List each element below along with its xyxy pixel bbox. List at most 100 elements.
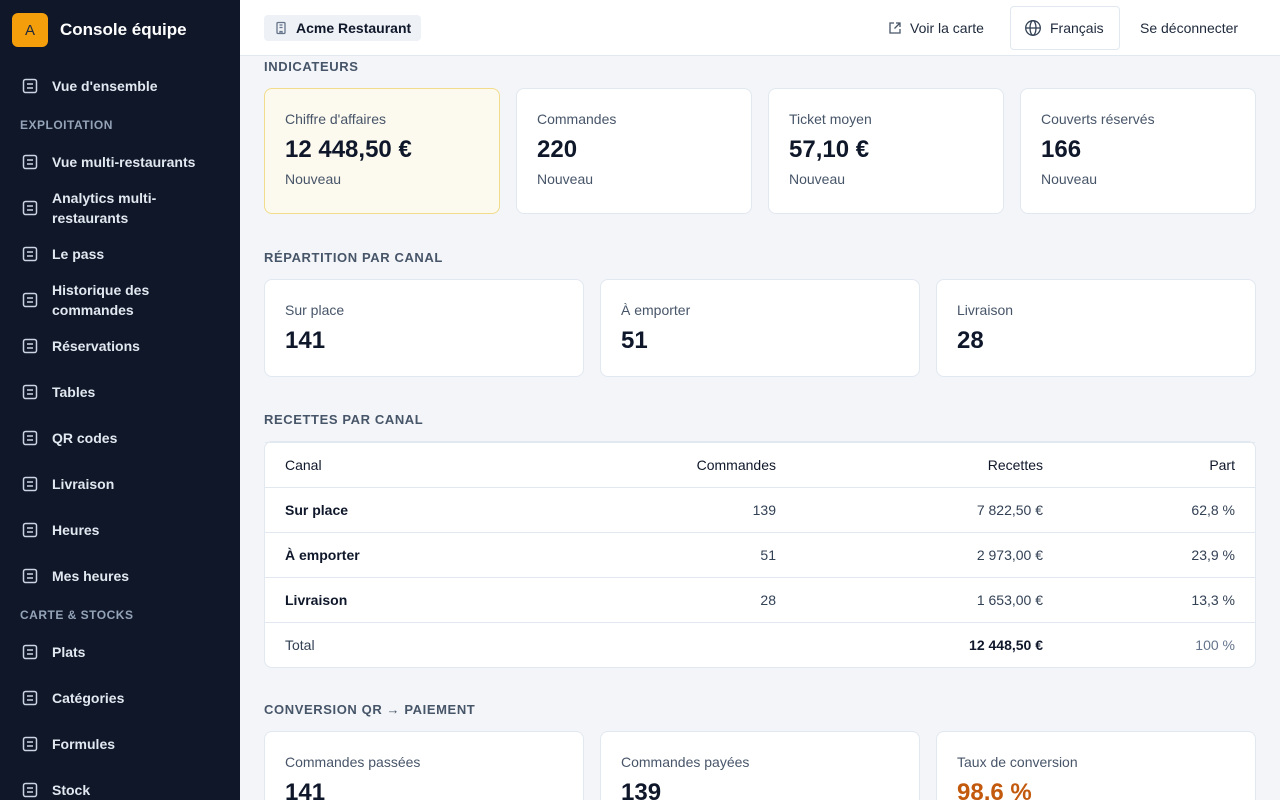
stat-label: Ticket moyen [789, 111, 872, 127]
stat-label: Commandes passées [285, 754, 421, 770]
indicator-cards: Chiffre d'affaires 12 448,50 € Nouveau Comm… [264, 88, 1256, 214]
language-text: Français [1050, 20, 1104, 36]
column-header: Canal [265, 442, 530, 487]
table-cell: 51 [530, 532, 796, 577]
table-cell: Sur place [265, 487, 530, 532]
language-button[interactable]: Français [1010, 6, 1120, 50]
stat-value: 139 [621, 779, 662, 800]
nav-icon [22, 690, 38, 706]
nav-icon [22, 154, 38, 170]
stat-value: 28 [957, 327, 984, 354]
stat-card: Commandes 220 Nouveau [516, 88, 752, 214]
total-row: Total 12 448,50 €100 % [265, 622, 1255, 667]
nav-icon [22, 338, 38, 354]
logout-button[interactable]: Se déconnecter [1140, 6, 1238, 50]
stat-card: Commandes passées 141 [264, 731, 584, 800]
view-menu-text: Voir la carte [910, 20, 984, 36]
stat-note: Nouveau [537, 171, 594, 187]
nav-icon [22, 782, 38, 798]
stat-label: Chiffre d'affaires [285, 111, 386, 127]
nav-item[interactable]: Formules [0, 721, 240, 767]
nav-item[interactable]: Catégories [0, 675, 240, 721]
nav-label: Le pass [52, 246, 105, 262]
nav-label: Réservations [52, 338, 140, 354]
stat-card: Chiffre d'affaires 12 448,50 € Nouveau [264, 88, 500, 214]
stat-value: 51 [621, 327, 648, 354]
stat-value: 57,10 € [789, 136, 870, 163]
total-label: Total [265, 622, 530, 667]
stat-label: À emporter [621, 302, 691, 318]
nav-item[interactable]: Heures [0, 507, 240, 553]
top-bar: Acme Restaurant Voir la carte Français S… [240, 0, 1280, 56]
stat-value: 141 [285, 779, 326, 800]
nav-item[interactable]: Mes heures [0, 553, 240, 599]
total-share: 100 % [1063, 622, 1255, 667]
channel-cards: Sur place 141 À emporter 51 Livraison 28 [264, 279, 1256, 377]
table-row: Sur place 139 7 822,50 €62,8 % [265, 487, 1255, 532]
nav-label: Historique des commandes [52, 282, 150, 318]
table-cell: 2 973,00 € [796, 532, 1063, 577]
logout-text: Se déconnecter [1140, 20, 1239, 36]
nav-label: QR codes [52, 430, 118, 446]
nav-item[interactable]: Vue d'ensemble [0, 63, 240, 109]
table-header: Canal Commandes Recettes Part [265, 442, 1255, 487]
nav-item[interactable]: Réservations [0, 323, 240, 369]
nav: Vue d'ensemble EXPLOITATION Vue multi-rest… [0, 63, 240, 800]
sidebar: A Console équipe Vue d'ensemble EXPLOITAT… [0, 0, 240, 800]
nav-label: Plats [52, 644, 86, 660]
nav-icon [22, 384, 38, 400]
nav-icon [22, 200, 38, 216]
nav-label: Vue multi-restaurants [52, 154, 196, 170]
nav-icon [22, 246, 38, 262]
section-title: RECETTES PAR CANAL [264, 412, 424, 427]
nav-icon [22, 292, 38, 308]
nav-label: Livraison [52, 476, 115, 492]
nav-item[interactable]: Tables [0, 369, 240, 415]
table-cell: Livraison [265, 577, 530, 622]
nav-item[interactable]: Livraison [0, 461, 240, 507]
nav-item[interactable]: QR codes [0, 415, 240, 461]
stat-card: Commandes payées 139 [600, 731, 920, 800]
brand: A Console équipe [12, 13, 187, 47]
stat-card: Taux de conversion 98,6 % [936, 731, 1256, 800]
nav-item[interactable]: Stock [0, 767, 240, 800]
nav-item[interactable]: Historique des commandes [0, 277, 240, 323]
nav-icon [22, 78, 38, 94]
stat-label: Couverts réservés [1041, 111, 1155, 127]
table-cell: 28 [530, 577, 796, 622]
nav-group-title: EXPLOITATION [20, 118, 113, 132]
stat-value: 166 [1041, 136, 1082, 163]
section-title: INDICATEURS [264, 59, 359, 74]
revenue-table: Canal Commandes Recettes Part Sur place 139 7 … [264, 441, 1256, 668]
nav-icon [22, 736, 38, 752]
brand-title: Console équipe [60, 20, 187, 39]
nav-label: Analytics multi-restaurants [52, 190, 157, 226]
total-empty [530, 622, 796, 667]
nav-icon [22, 644, 38, 660]
nav-item[interactable]: Le pass [0, 231, 240, 277]
stat-label: Commandes [537, 111, 617, 127]
table-cell: À emporter [265, 532, 530, 577]
stat-label: Sur place [285, 302, 345, 318]
restaurant-name: Acme Restaurant [296, 20, 412, 36]
nav-label: Formules [52, 736, 116, 752]
external-icon [889, 22, 901, 34]
nav-label: Heures [52, 522, 100, 538]
total-revenue: 12 448,50 € [796, 622, 1063, 667]
column-header: Commandes [530, 442, 796, 487]
stat-card: Couverts réservés 166 Nouveau [1020, 88, 1256, 214]
building-icon [276, 21, 286, 35]
nav-item[interactable]: Analytics multi-restaurants [0, 185, 240, 231]
stat-value: 220 [537, 136, 578, 163]
stat-value: 98,6 % [957, 779, 1032, 800]
nav-item[interactable]: Vue multi-restaurants [0, 139, 240, 185]
column-header: Part [1063, 442, 1255, 487]
table-cell: 13,3 % [1063, 577, 1255, 622]
section-title: CONVERSION QR → PAIEMENT [264, 702, 476, 717]
stat-value: 141 [285, 327, 326, 354]
view-menu-link[interactable]: Voir la carte [888, 6, 984, 50]
nav-item[interactable]: Plats [0, 629, 240, 675]
table-cell: 23,9 % [1063, 532, 1255, 577]
nav-label: Vue d'ensemble [52, 78, 158, 94]
